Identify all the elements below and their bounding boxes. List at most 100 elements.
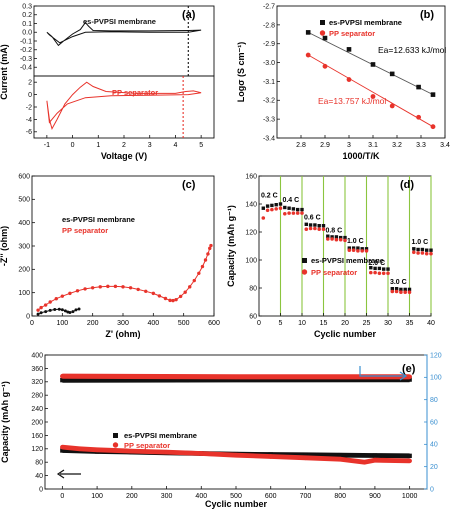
panel-b-annotation-2: Ea=13.757 kJ/mol — [318, 96, 386, 106]
panel-e-ytick-label: 320 — [31, 379, 43, 386]
panel-e-legend-marker-2 — [112, 442, 119, 448]
panel-d-point — [360, 249, 364, 253]
panel-d-point — [407, 290, 412, 294]
panel-d-point — [429, 251, 433, 256]
panel-d-point — [321, 224, 326, 228]
panel-e-xlabel: Cyclic number — [205, 499, 268, 509]
panel-c-points — [36, 243, 213, 316]
panel-b-legend-marker-2 — [319, 30, 326, 36]
panel-d-point — [356, 246, 360, 250]
panel-a-bottom-ytick-label: 0 — [28, 92, 32, 99]
panel-e-ytick-label: 240 — [31, 406, 43, 413]
panel-c-pp-point — [48, 300, 52, 304]
panel-a-xtick-label: 5 — [199, 142, 203, 149]
panel-c-pp-point — [197, 271, 201, 275]
panel-e-point — [233, 377, 239, 382]
panel-c-pp-point — [128, 286, 133, 290]
panel-d-ytick-label: 160 — [245, 173, 257, 180]
panel-d-point — [364, 249, 369, 253]
panel-a-top-ytick-label: 0.3 — [22, 3, 32, 10]
panel-b-ytick-label: -2.8 — [263, 22, 275, 29]
panel-c-es-pvpsi-point — [48, 308, 52, 312]
panel-b-ytick-label: -3.2 — [263, 98, 275, 105]
panel-a-cv: -1 0 1 2 3 4 5 0.3 0.2 0.1 0.0-0.1 -0.2 -0.3 -0.4 2 0 -2… — [0, 3, 215, 161]
panel-a-bottom-ytick-label: 2 — [28, 80, 32, 87]
panel-c-pp-point — [113, 284, 118, 289]
panel-e-point — [362, 459, 367, 465]
panel-e-point — [60, 373, 65, 379]
panel-c-ytick-label: 400 — [18, 220, 30, 227]
panel-e-point — [164, 449, 169, 455]
panel-b-legend-2: PP separator — [329, 29, 375, 38]
panel-a-xtick-label: 2 — [122, 142, 126, 149]
panel-b-point — [305, 52, 311, 58]
panel-b-point — [370, 62, 376, 67]
panel-d-point — [377, 271, 382, 276]
panel-d-point — [420, 251, 425, 255]
panel-b-point — [430, 124, 436, 130]
panel-e-xtick-label: 200 — [126, 493, 138, 500]
panel-e-legend-1: es-PVPSI membrane — [124, 431, 197, 440]
panel-d-point — [403, 290, 407, 294]
panel-b-points — [305, 30, 436, 130]
panel-c-pp-point — [183, 290, 187, 294]
panel-c-nyquist: 0 100 200 300 400 500 600 0 100 200 300 400 500 600 (… — [0, 173, 220, 339]
panel-d-ytick-label: 60 — [249, 313, 257, 320]
panel-d-point — [420, 247, 425, 252]
panel-d-legend-2: PP separator — [311, 268, 357, 277]
panel-c-pp-point — [39, 305, 43, 310]
panel-d-point — [313, 223, 317, 227]
panel-c-pp-point — [43, 303, 48, 307]
panel-c-label: (c) — [182, 179, 196, 191]
panel-c-xtick-label: 300 — [117, 320, 129, 327]
panel-d-point — [326, 237, 330, 241]
panel-d-point — [326, 234, 330, 238]
panel-a-xtick-label: 4 — [173, 142, 177, 149]
panel-b-ytick-label: -3.1 — [263, 79, 275, 86]
panel-d-rate-label: 0.2 C — [261, 193, 278, 200]
panel-d-point — [360, 247, 364, 251]
panel-d-rate-label: 2.0 C — [368, 260, 385, 267]
panel-d-point — [416, 247, 420, 252]
panel-a-xtick-label: 0 — [71, 142, 75, 149]
panel-d-point — [274, 203, 278, 207]
panel-e-right-ytick-label: 80 — [430, 397, 438, 404]
panel-e-legend-2: PP separator — [124, 441, 170, 450]
panel-c-ytick-label: 500 — [18, 197, 30, 204]
panel-d-ytick-label: 80 — [249, 285, 257, 292]
panel-c-es-pvpsi-point — [60, 308, 64, 312]
panel-c-ytick-label: 200 — [18, 267, 30, 274]
panel-d-ytick-label: 100 — [245, 257, 257, 264]
panel-e-right-ytick-label: 100 — [430, 375, 442, 382]
panel-e-xtick-label: 100 — [91, 493, 103, 500]
panel-e-xtick-label: 500 — [230, 493, 242, 500]
panel-c-pp-point — [83, 287, 87, 291]
panel-d-point — [278, 206, 283, 210]
panel-e-left-arrow-icon — [56, 469, 81, 479]
panel-d-rate-label: 1.0 C — [347, 238, 364, 245]
panel-b-xtick-label: 2.8 — [296, 142, 306, 149]
panel-b-ylabel: Logσ (S cm⁻¹) — [236, 42, 246, 102]
panel-c-legend-2: PP separator — [62, 226, 108, 235]
panel-d-xlabel: Cyclic number — [314, 329, 377, 339]
panel-b-xtick-label: 3 — [347, 142, 351, 149]
panel-d-point — [403, 287, 407, 292]
panel-d-point — [377, 266, 382, 271]
panel-c-es-pvpsi-point — [63, 309, 67, 313]
panel-d-point — [274, 207, 278, 211]
panel-b-xlabel: 1000/T/K — [342, 151, 380, 161]
panel-b-point — [370, 94, 376, 99]
panel-a-top-ytick-label: 0.0 — [22, 30, 32, 37]
panel-c-xtick-label: 100 — [56, 320, 68, 327]
panel-b-point — [430, 92, 436, 97]
panel-b-legend-1: es-PVPSI membrane — [329, 18, 402, 27]
panel-b-legend-marker-1 — [320, 20, 325, 25]
panel-c-pp-point — [200, 264, 205, 269]
panel-e-point — [129, 448, 135, 454]
panel-b-fit-line — [307, 31, 434, 96]
panel-e-point — [233, 374, 239, 380]
panel-d-point — [313, 226, 317, 231]
panel-e-xtick-label: 700 — [300, 493, 312, 500]
panel-d-point — [390, 289, 395, 294]
